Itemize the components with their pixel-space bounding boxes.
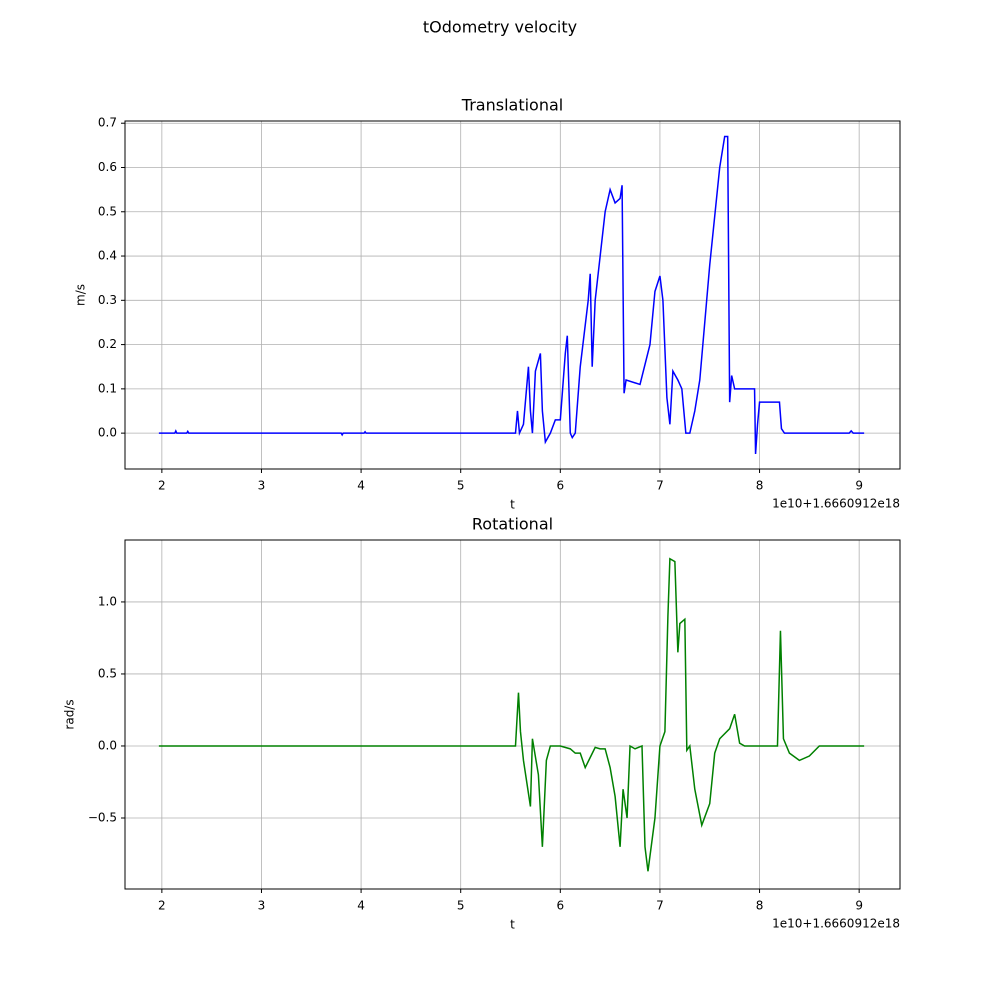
x-tick-label: 9 xyxy=(855,479,863,493)
data-line xyxy=(158,557,865,872)
x-axis-label: t xyxy=(510,498,515,512)
x-tick-label: 2 xyxy=(158,479,166,493)
x-tick-label: 8 xyxy=(756,899,764,913)
data-line xyxy=(158,135,865,455)
x-tick-label: 3 xyxy=(258,479,266,493)
y-tick-label: 0.0 xyxy=(98,738,117,752)
axes-frame xyxy=(124,120,901,470)
x-tick-label: 4 xyxy=(357,479,365,493)
x-tick-label: 5 xyxy=(457,479,465,493)
y-tick-label: 0.3 xyxy=(98,293,117,307)
offset-annotation: 1e10+1.6660912e18 xyxy=(772,497,900,511)
axes-frame xyxy=(124,539,901,890)
offset-annotation: 1e10+1.6660912e18 xyxy=(772,917,900,931)
figure-title: tOdometry velocity xyxy=(423,18,577,37)
x-tick-label: 7 xyxy=(656,479,664,493)
y-tick-label: 0.1 xyxy=(98,381,117,395)
x-tick-label: 6 xyxy=(556,899,564,913)
y-tick-label: 0.5 xyxy=(98,204,117,218)
y-tick-label: 0.7 xyxy=(98,116,117,130)
y-tick-label: 0.6 xyxy=(98,160,117,174)
y-tick-label: 0.0 xyxy=(98,426,117,440)
subplot-title: Rotational xyxy=(472,515,553,534)
y-axis-label: rad/s xyxy=(63,699,77,729)
x-tick-label: 4 xyxy=(357,899,365,913)
y-tick-label: 1.0 xyxy=(98,594,117,608)
x-axis-label: t xyxy=(510,918,515,932)
x-tick-label: 8 xyxy=(756,479,764,493)
x-tick-label: 5 xyxy=(457,899,465,913)
y-tick-label: −0.5 xyxy=(88,810,117,824)
y-tick-label: 0.4 xyxy=(98,249,117,263)
x-tick-label: 6 xyxy=(556,479,564,493)
x-tick-label: 7 xyxy=(656,899,664,913)
y-axis-label: m/s xyxy=(74,284,88,306)
y-tick-label: 0.5 xyxy=(98,666,117,680)
x-tick-label: 2 xyxy=(158,899,166,913)
x-tick-label: 9 xyxy=(855,899,863,913)
subplot-title: Translational xyxy=(461,96,563,115)
x-tick-label: 3 xyxy=(258,899,266,913)
y-tick-label: 0.2 xyxy=(98,337,117,351)
